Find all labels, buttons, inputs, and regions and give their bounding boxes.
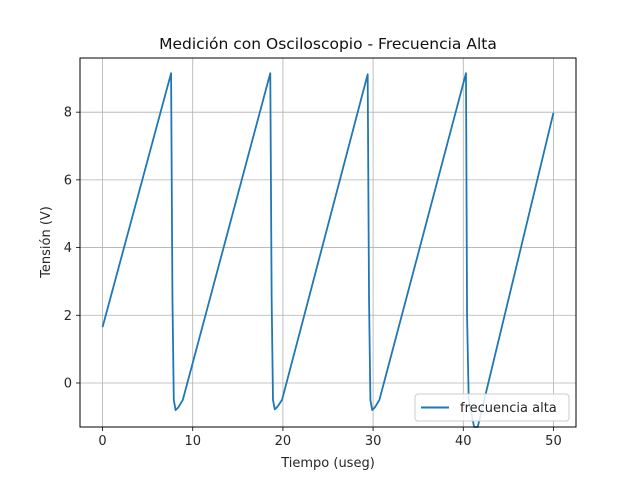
- y-tick-label: 2: [64, 309, 72, 324]
- legend: frecuencia alta: [414, 393, 570, 422]
- plot-frame: [79, 57, 577, 428]
- series-layer: [101, 72, 555, 428]
- y-axis-label: Tensión (V): [39, 206, 54, 279]
- y-tick-label: 4: [64, 241, 72, 256]
- series-line: [101, 72, 555, 428]
- x-axis-label: Tiempo (useg): [280, 456, 375, 471]
- legend-box: [414, 393, 570, 422]
- x-tick-label: 20: [275, 434, 292, 449]
- chart-title: Medición con Osciloscopio - Frecuencia A…: [159, 35, 497, 53]
- y-tick-label: 6: [64, 173, 72, 188]
- x-tick-label: 40: [455, 434, 472, 449]
- x-tick-label: 30: [365, 434, 382, 449]
- y-tick-label: 0: [64, 376, 72, 391]
- ticks: 0 10 20 30 40 50 0 2 4 6 8: [64, 106, 562, 449]
- legend-label: frecuencia alta: [460, 401, 557, 416]
- grid-lines: [80, 58, 576, 427]
- x-tick-label: 10: [184, 434, 201, 449]
- x-tick-label: 0: [98, 434, 106, 449]
- y-tick-label: 8: [64, 106, 72, 121]
- x-tick-label: 50: [545, 434, 562, 449]
- plot-background: [80, 58, 576, 427]
